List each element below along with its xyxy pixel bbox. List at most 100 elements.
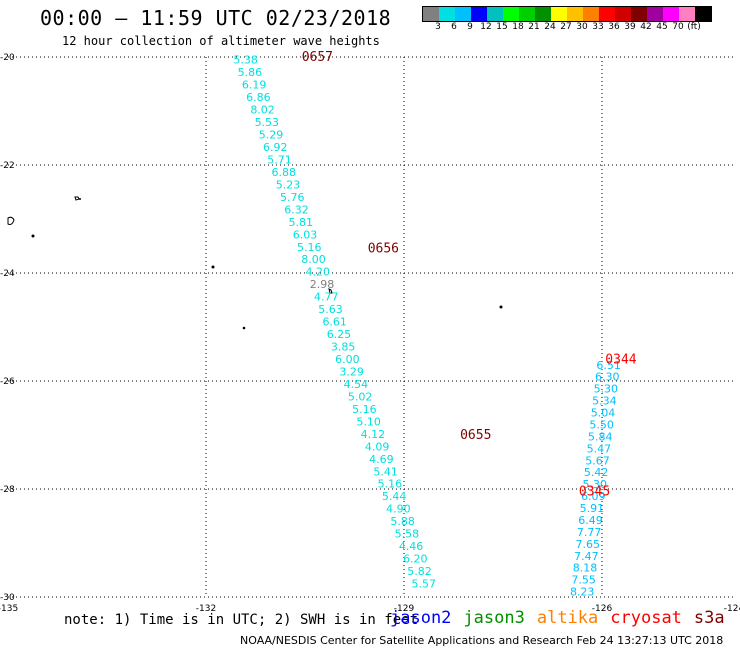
wave-height-value: 6.20: [403, 553, 428, 566]
wave-height-value: 5.02: [348, 390, 373, 403]
wave-height-value: 5.41: [373, 465, 398, 478]
wave-height-value: 5.29: [259, 129, 284, 142]
wave-height-value: 8.18: [573, 562, 598, 575]
legend-label: 42: [640, 22, 652, 32]
legend-label: 33: [592, 22, 604, 32]
wave-height-value: 6.00: [335, 353, 360, 366]
wave-height-value: 6.51: [596, 359, 621, 372]
wave-height-value: 5.16: [352, 403, 377, 416]
wave-height-value: 3.29: [339, 365, 364, 378]
legend-label: 3: [435, 22, 441, 32]
wave-height-value: 5.34: [592, 395, 617, 408]
satellite-label-jason3: jason3: [463, 608, 525, 628]
legend-swatch: [695, 7, 711, 21]
wave-height-value: 6.86: [246, 91, 271, 104]
wave-height-value: 5.42: [584, 466, 609, 479]
note-text: note: 1) Time is in UTC; 2) SWH is in fe…: [64, 612, 419, 628]
wave-height-value: 5.44: [382, 490, 407, 503]
wave-height-value: 2.98: [310, 278, 335, 291]
wave-height-value: 5.38: [233, 54, 258, 67]
credit-text: NOAA/NESDIS Center for Satellite Applica…: [240, 634, 724, 647]
pass-time-label: 0657: [302, 50, 333, 65]
wave-height-value: 7.47: [574, 550, 599, 563]
legend-label: 12: [480, 22, 492, 32]
wave-height-value: 6.30: [595, 371, 620, 384]
page-subtitle: 12 hour collection of altimeter wave hei…: [62, 34, 380, 48]
legend-swatch: [615, 7, 631, 21]
wave-height-value: 8.02: [250, 104, 275, 117]
legend-swatch: [663, 7, 679, 21]
wave-height-value: 5.88: [390, 515, 415, 528]
legend-swatch: [503, 7, 519, 21]
wave-height-value: 4.12: [361, 428, 386, 441]
wave-height-value: 5.81: [289, 216, 314, 229]
legend-swatch: [551, 7, 567, 21]
wave-height-value: 8.23: [570, 586, 595, 599]
island: [31, 234, 35, 238]
island: [7, 216, 15, 225]
wave-height-value: 5.16: [297, 241, 322, 254]
legend-label: 70: [672, 22, 684, 32]
y-tick-label: -28: [0, 485, 15, 495]
wave-height-value: 5.04: [591, 407, 616, 420]
page-title: 00:00 — 11:59 UTC 02/23/2018: [40, 6, 392, 30]
legend-swatch: [583, 7, 599, 21]
satellite-legend: jason2 jason3 altika cryosat s3a: [390, 608, 737, 628]
wave-height-value: 5.82: [407, 565, 432, 578]
y-tick-label: -24: [0, 269, 15, 279]
wave-height-tracks: 5.385.866.196.868.025.535.296.925.716.88…: [233, 50, 636, 599]
pass-time-label: 0656: [368, 242, 399, 257]
x-tick-label: -135: [0, 604, 18, 614]
wave-height-value: 5.16: [378, 478, 403, 491]
legend-swatch: [631, 7, 647, 21]
legend-swatch: [487, 7, 503, 21]
wave-height-value: 5.53: [255, 116, 280, 129]
wave-height-value: 5.91: [580, 502, 605, 515]
wave-height-value: 7.55: [571, 574, 596, 587]
x-tick-label: -124: [724, 604, 740, 614]
wave-height-value: 5.71: [267, 153, 292, 166]
wave-height-color-legend: [422, 6, 712, 22]
wave-height-value: 6.88: [272, 166, 297, 179]
satellite-label-cryosat: cryosat: [610, 608, 682, 628]
axis-ticks: -135-132-129-126-123-124-20-22-24-26-28-…: [0, 53, 740, 614]
wave-height-value: 5.84: [588, 430, 613, 443]
legend-swatch: [455, 7, 471, 21]
islands: [7, 196, 503, 330]
legend-label: 15: [496, 22, 508, 32]
y-tick-label: -20: [0, 53, 15, 63]
legend-label: 18: [512, 22, 524, 32]
wave-height-value: 5.30: [582, 478, 607, 491]
wave-height-value: 8.00: [301, 253, 326, 266]
y-tick-label: -22: [0, 161, 15, 171]
wave-height-value: 3.85: [331, 341, 356, 354]
wave-height-value: 5.67: [585, 454, 610, 467]
legend-label: 36: [608, 22, 620, 32]
wave-height-value: 6.61: [322, 316, 347, 329]
satellite-label-s3a: s3a: [693, 608, 725, 628]
satellite-label-jason2: jason2: [390, 608, 452, 628]
x-tick-label: -132: [196, 604, 216, 614]
legend-label: 6: [451, 22, 457, 32]
wave-height-value: 5.63: [318, 303, 343, 316]
wave-height-value: 6.03: [293, 228, 318, 241]
wave-height-value: 4.46: [399, 540, 424, 553]
legend-swatch: [519, 7, 535, 21]
legend-swatch: [679, 7, 695, 21]
legend-label: 27: [560, 22, 572, 32]
wave-height-value: 6.92: [263, 141, 288, 154]
wave-height-value: 5.30: [594, 383, 619, 396]
wave-height-value: 5.57: [412, 578, 437, 591]
wave-height-value: 4.69: [369, 453, 394, 466]
legend-swatch: [599, 7, 615, 21]
wave-height-value: 4.09: [365, 440, 390, 453]
wave-height-value: 5.47: [587, 442, 612, 455]
legend-label: 39: [624, 22, 636, 32]
wave-height-value: 5.10: [356, 415, 381, 428]
legend-swatch: [423, 7, 439, 21]
island: [242, 326, 246, 330]
pass-time-label: 0345: [579, 485, 610, 500]
y-tick-label: -26: [0, 377, 15, 387]
map-grid: [8, 56, 734, 598]
